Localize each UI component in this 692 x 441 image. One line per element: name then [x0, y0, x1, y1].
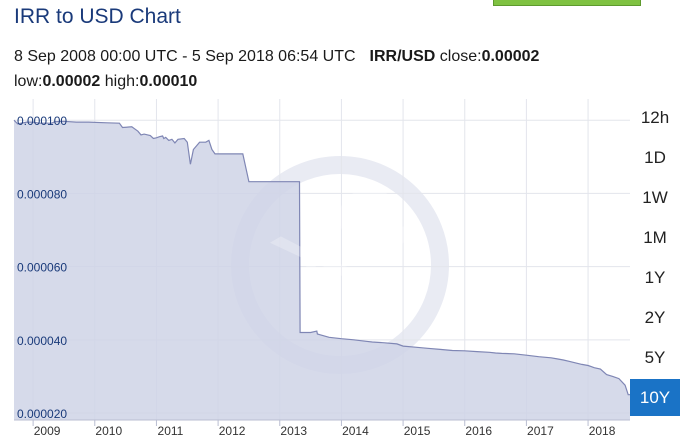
x-tick-label-9: 2018 [589, 424, 616, 438]
x-tick-label-6: 2015 [404, 424, 431, 438]
y-tick-label-0: 0.000020 [17, 407, 67, 421]
meta-line-1: 8 Sep 2008 00:00 UTC - 5 Sep 2018 06:54 … [14, 44, 539, 69]
x-tick-label-1: 2010 [95, 424, 122, 438]
range-button-1d[interactable]: 1D [630, 139, 680, 176]
low-value: 0.00002 [42, 73, 101, 90]
top-green-badge [493, 0, 641, 6]
y-tick-label-1: 0.000040 [17, 334, 67, 348]
x-tick-label-0: 2009 [34, 424, 61, 438]
close-value: 0.00002 [481, 48, 540, 65]
y-tick-label-4: 0.000100 [17, 114, 67, 128]
range-button-10y[interactable]: 10Y [630, 379, 680, 416]
meta-line-2: low:0.00002 high:0.00010 [14, 69, 539, 94]
page-title: IRR to USD Chart [14, 5, 181, 28]
x-tick-label-4: 2013 [280, 424, 307, 438]
range-button-1y[interactable]: 1Y [630, 259, 680, 296]
range-button-1m[interactable]: 1M [630, 219, 680, 256]
low-label: low: [14, 73, 43, 90]
series-area [14, 120, 630, 420]
x-tick-label-2: 2011 [158, 424, 184, 438]
series-line [13, 119, 630, 396]
range-button-1w[interactable]: 1W [630, 179, 680, 216]
range-button-5y[interactable]: 5Y [630, 339, 680, 376]
close-label: close: [439, 48, 482, 65]
range-selector: 12h 1D 1W 1M 1Y 2Y 5Y 10Y [630, 99, 680, 419]
x-axis-strip [14, 420, 632, 441]
x-tick-label-8: 2017 [527, 424, 554, 438]
x-tick-label-3: 2012 [219, 424, 246, 438]
range-button-12h[interactable]: 12h [630, 99, 680, 136]
x-tick-label-7: 2016 [465, 424, 492, 438]
x-tick-label-5: 2014 [342, 424, 369, 438]
y-tick-label-2: 0.000060 [17, 261, 67, 275]
y-tick-label-3: 0.000080 [17, 187, 67, 201]
currency-pair: IRR/USD [369, 48, 436, 65]
high-label: high: [104, 73, 140, 90]
high-value: 0.00010 [139, 73, 198, 90]
range-button-2y[interactable]: 2Y [630, 299, 680, 336]
date-range: 8 Sep 2008 00:00 UTC - 5 Sep 2018 06:54 … [14, 48, 356, 65]
chart-meta: 8 Sep 2008 00:00 UTC - 5 Sep 2018 06:54 … [14, 44, 539, 94]
